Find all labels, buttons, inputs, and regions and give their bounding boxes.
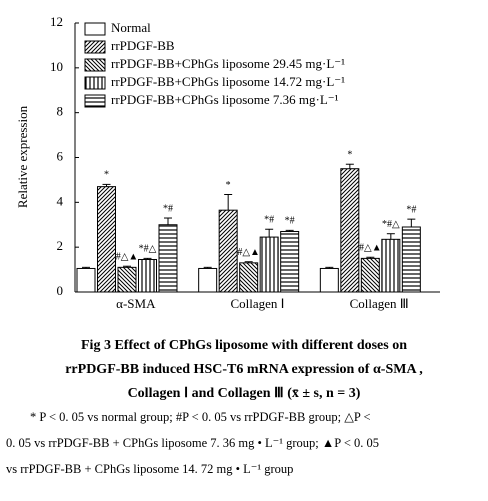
bar xyxy=(381,238,401,293)
bar xyxy=(280,230,300,293)
annotation: * xyxy=(347,150,352,161)
bar xyxy=(97,186,116,293)
annotation: *# xyxy=(163,203,173,214)
caption-line: Collagen Ⅰ and Collagen Ⅲ (x̄ ± s, n = 3… xyxy=(128,386,361,401)
bar xyxy=(138,258,157,293)
footnote-line: 0. 05 vs rrPDGF-BB + CPhGs liposome 7. 3… xyxy=(6,436,379,450)
footnote-line: * P < 0. 05 vs normal group; #P < 0. 05 … xyxy=(30,410,371,424)
bar xyxy=(76,267,96,293)
annotation: *# xyxy=(264,215,274,226)
annotation: * xyxy=(104,170,109,181)
legend-swatch xyxy=(84,58,106,72)
y-tick-label: 12 xyxy=(50,14,63,29)
y-tick-label: 4 xyxy=(57,193,64,208)
footnote-line: vs rrPDGF-BB + CPhGs liposome 14. 72 mg … xyxy=(6,462,293,476)
legend-swatch xyxy=(84,94,106,108)
annotation: *# xyxy=(406,204,416,215)
legend-label: rrPDGF-BB xyxy=(111,38,175,53)
bar xyxy=(158,224,178,293)
annotation: *# xyxy=(285,216,295,227)
legend-swatch xyxy=(84,22,106,36)
bar xyxy=(360,257,380,293)
bar xyxy=(239,262,259,293)
annotation: * xyxy=(226,180,231,191)
bar xyxy=(198,267,218,293)
bar xyxy=(259,236,279,293)
legend-label: rrPDGF-BB+CPhGs liposome 29.45 mg·L⁻¹ xyxy=(111,56,345,71)
annotation: #△▲ xyxy=(237,247,260,258)
annotation: #△▲ xyxy=(359,243,382,254)
legend-label: rrPDGF-BB+CPhGs liposome 7.36 mg·L⁻¹ xyxy=(111,92,339,107)
y-tick-label: 0 xyxy=(57,283,64,298)
x-tick-label: α-SMA xyxy=(116,296,156,311)
bar xyxy=(218,209,238,293)
bar xyxy=(319,267,339,293)
y-tick-label: 6 xyxy=(57,148,64,163)
y-tick-label: 10 xyxy=(50,59,63,74)
bar xyxy=(340,168,360,293)
bar xyxy=(117,266,137,293)
y-axis-label: Relative expression xyxy=(15,105,30,208)
legend-label: rrPDGF-BB+CPhGs liposome 14.72 mg·L⁻¹ xyxy=(111,74,345,89)
annotation: *#△ xyxy=(382,219,400,230)
annotation: *#△ xyxy=(139,244,157,255)
caption-line: rrPDGF-BB induced HSC-T6 mRNA expression… xyxy=(65,362,423,377)
x-tick-label: Collagen Ⅰ xyxy=(230,296,284,311)
legend-label: Normal xyxy=(111,20,151,35)
legend-swatch xyxy=(84,76,106,90)
legend-swatch xyxy=(84,40,106,54)
y-tick-label: 2 xyxy=(57,238,64,253)
x-tick-label: Collagen Ⅲ xyxy=(350,296,409,311)
annotation: #△▲ xyxy=(116,252,139,263)
y-tick-label: 8 xyxy=(57,104,64,119)
caption-line: Fig 3 Effect of CPhGs liposome with diff… xyxy=(81,338,407,353)
bar xyxy=(401,226,421,293)
